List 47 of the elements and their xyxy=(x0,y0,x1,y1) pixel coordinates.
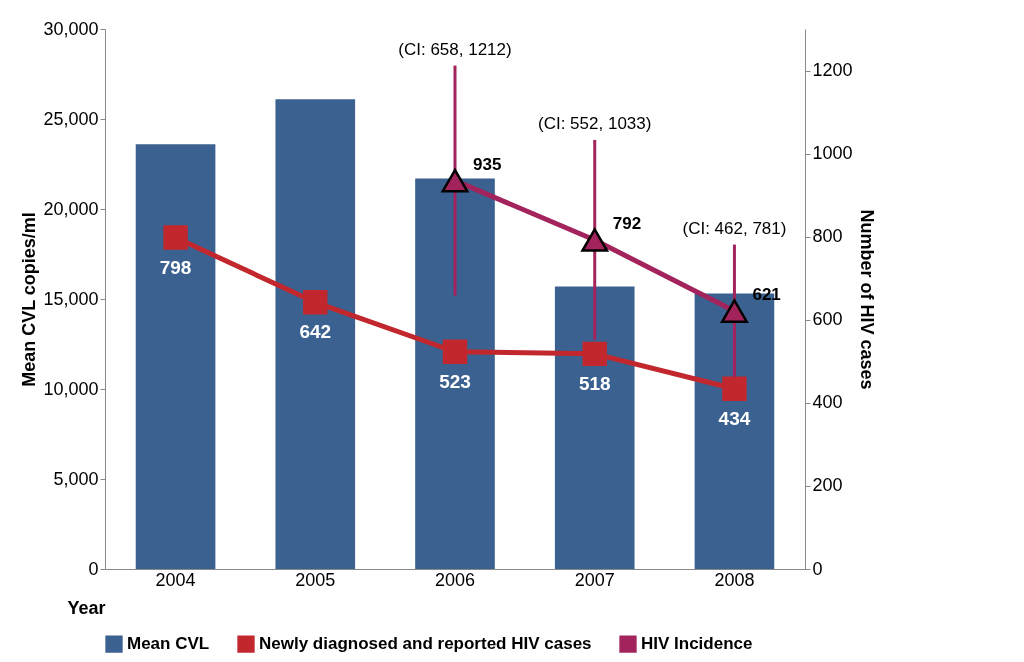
x-tick-label: 2004 xyxy=(155,569,196,590)
annotation: (CI: 552, 1033) xyxy=(538,113,652,133)
y2-tick-label: 1000 xyxy=(812,143,853,164)
y2-tick-label: 1200 xyxy=(812,60,853,81)
x-tick-label: 2008 xyxy=(714,569,755,590)
point xyxy=(720,299,748,323)
y-tick-label: 20,000 xyxy=(43,198,99,219)
y-tick-label: 30,000 xyxy=(43,18,99,39)
legend-label: Mean CVL xyxy=(127,634,210,654)
data-label: 518 xyxy=(578,372,611,394)
data-label: 434 xyxy=(718,407,751,429)
y-axis-title: Mean CVL copies/ml xyxy=(19,212,40,387)
data-label: 798 xyxy=(159,256,192,278)
data-label: 792 xyxy=(612,214,642,234)
bar xyxy=(135,144,216,569)
y2-axis-title: Number of HIV cases xyxy=(856,209,877,390)
point xyxy=(581,228,609,252)
y-tick-label: 5,000 xyxy=(53,468,99,489)
x-tick-label: 2006 xyxy=(434,569,476,590)
bar xyxy=(415,178,495,569)
x-tick-label: 2005 xyxy=(295,569,336,590)
y-tick-label: 25,000 xyxy=(43,108,99,129)
point xyxy=(303,290,328,315)
y-tick-label: 0 xyxy=(88,558,99,579)
y2-tick-label: 600 xyxy=(812,309,843,330)
point xyxy=(163,225,188,250)
legend-label: Newly diagnosed and reported HIV cases xyxy=(259,634,592,654)
y2-tick-label: 400 xyxy=(812,392,843,413)
point xyxy=(722,376,747,401)
y-tick-label: 10,000 xyxy=(43,378,99,399)
y2-tick-label: 800 xyxy=(812,226,843,247)
bar xyxy=(554,286,635,569)
data-label: 935 xyxy=(473,154,502,174)
data-label: 642 xyxy=(299,321,332,343)
annotation: (CI: 658, 1212) xyxy=(398,39,512,59)
point xyxy=(582,341,607,367)
y2-tick-label: 0 xyxy=(812,558,823,579)
point xyxy=(441,168,469,193)
x-axis-title: Year xyxy=(67,597,106,618)
data-label: 523 xyxy=(439,370,471,392)
y2-tick-label: 200 xyxy=(812,475,843,496)
bar xyxy=(275,99,356,569)
point xyxy=(442,339,468,364)
legend-label: HIV Incidence xyxy=(641,634,753,654)
x-tick-label: 2007 xyxy=(574,569,615,590)
y-tick-label: 15,000 xyxy=(43,288,99,309)
annotation: (CI: 462, 781) xyxy=(682,218,787,238)
